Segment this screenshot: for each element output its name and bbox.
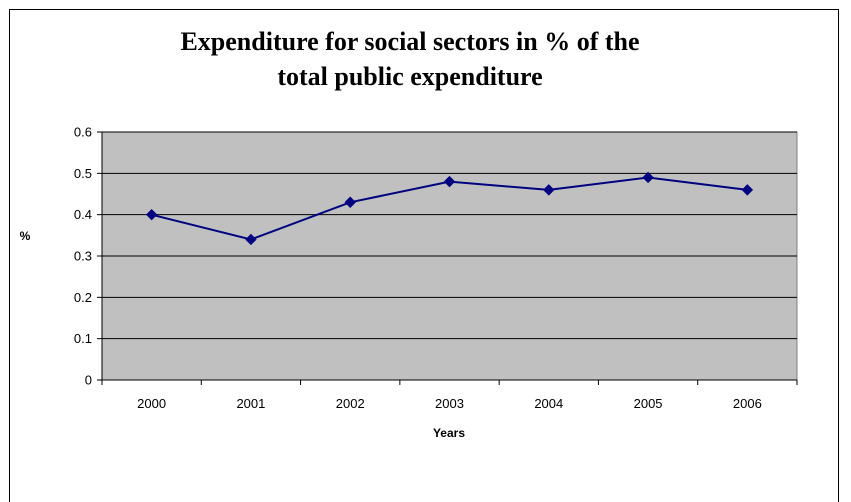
x-tick-label-3: 2003: [435, 396, 464, 411]
y-tick-label-3: 0.3: [74, 249, 92, 264]
x-tick-label-4: 2004: [534, 396, 563, 411]
series-layer: [145, 171, 754, 246]
x-tick-label-0: 2000: [137, 396, 166, 411]
chart-title-line-1: Expenditure for social sectors in % of t…: [180, 27, 639, 56]
y-tick-label-1: 0.1: [74, 331, 92, 346]
y-tick-label-0: 0: [85, 373, 92, 388]
chart-title-line-2: total public expenditure: [277, 62, 542, 91]
y-tick-label-5: 0.5: [74, 166, 92, 181]
x-axis-title: Years: [433, 426, 465, 440]
x-tick-label-2: 2002: [336, 396, 365, 411]
y-tick-label-4: 0.4: [74, 207, 92, 222]
x-tick-label-6: 2006: [733, 396, 762, 411]
data-point-2003: [443, 175, 456, 188]
data-point-2005: [642, 171, 654, 184]
data-point-2001: [245, 233, 257, 246]
data-point-2006: [741, 184, 754, 196]
y-axis-title: %: [20, 229, 31, 243]
y-tick-label-6: 0.6: [74, 125, 92, 140]
data-point-2000: [145, 208, 158, 221]
y-tick-label-2: 0.2: [74, 290, 92, 305]
y-axis: 0 0.1 0.2 0.3 0.4 0.5 0.6: [74, 125, 103, 388]
x-axis: 2000 2001 2002 2003 2004 2005 2006: [101, 379, 798, 411]
x-tick-label-5: 2005: [634, 396, 663, 411]
data-point-2004: [543, 184, 555, 196]
x-tick-label-1: 2001: [236, 396, 265, 411]
data-point-2002: [344, 196, 356, 208]
grid-lines: [102, 131, 797, 340]
